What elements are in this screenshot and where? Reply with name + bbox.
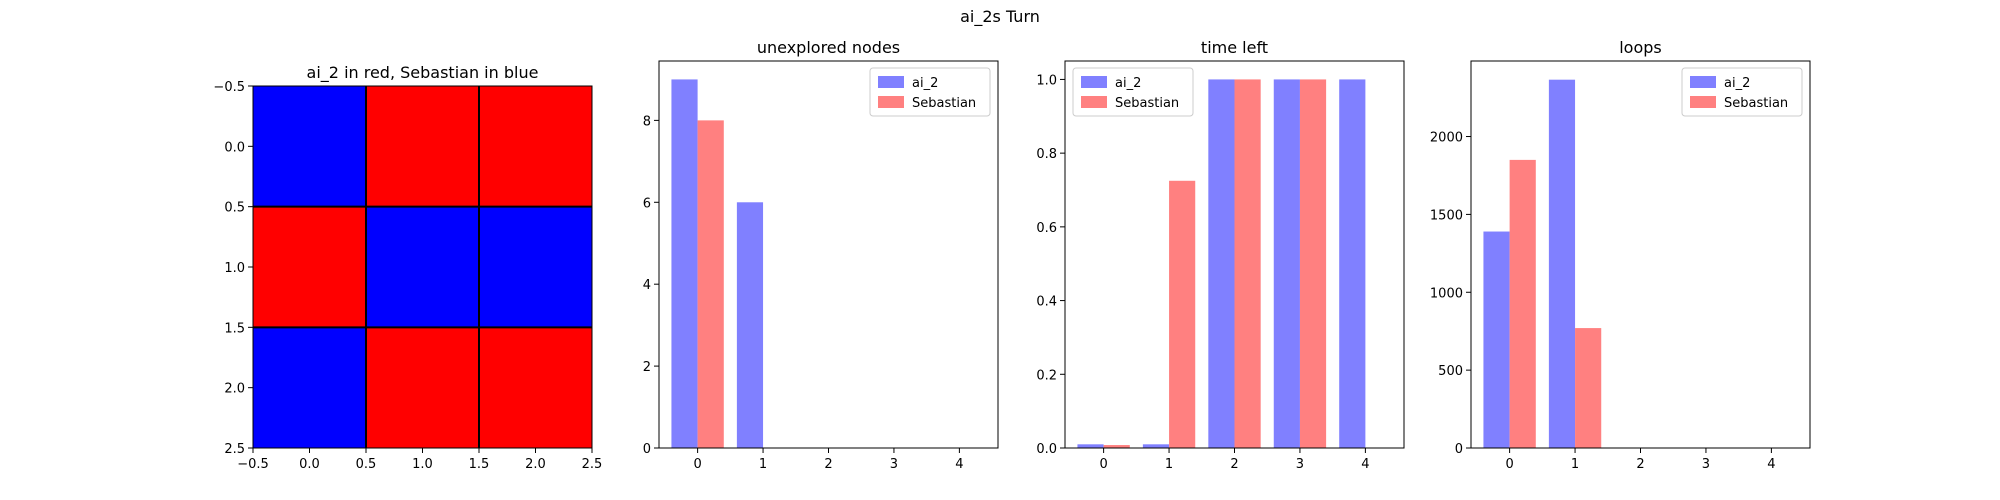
y-tick-label: 4	[643, 278, 651, 293]
legend-swatch-ai-2	[1690, 76, 1716, 88]
heatmap-title: ai_2 in red, Sebastian in blue	[307, 63, 539, 83]
bar-ai-2-3	[1273, 79, 1300, 448]
legend-label-ai-2: ai_2	[912, 76, 938, 91]
y-tick-label: 0.2	[1036, 368, 1057, 383]
heatmap-xtick-label: 2.5	[582, 457, 603, 472]
bar-ai-2-0	[671, 79, 698, 448]
heatmap-cell-r0-c1	[366, 86, 479, 207]
heatmap-ytick-label: 0.5	[224, 201, 245, 216]
bar-sebastian-3	[1299, 79, 1327, 448]
bar-sebastian-1	[1169, 180, 1196, 449]
x-tick-label: 1	[759, 457, 767, 472]
y-tick-label: 1.0	[1036, 73, 1057, 88]
heatmap-cell-r0-c0	[253, 86, 366, 207]
y-tick-label: 0	[643, 442, 651, 457]
y-tick-label: 0	[1455, 442, 1463, 457]
y-tick-label: 1500	[1430, 208, 1463, 223]
x-tick-label: 3	[1702, 457, 1710, 472]
legend-label-sebastian: Sebastian	[1724, 96, 1788, 111]
x-tick-label: 0	[1505, 457, 1513, 472]
bar-ai-2-4	[1339, 79, 1366, 448]
legend-swatch-sebastian	[1690, 96, 1716, 108]
heatmap-ytick-label: 2.5	[224, 442, 245, 457]
bar-sebastian-1	[1575, 328, 1602, 448]
heatmap-xtick-label: 1.5	[469, 457, 490, 472]
legend-label-sebastian: Sebastian	[912, 96, 976, 111]
heatmap-xtick-label: −0.5	[237, 457, 269, 472]
bar-sebastian-0	[1103, 445, 1130, 448]
x-tick-label: 0	[693, 457, 701, 472]
bar-sebastian-0	[697, 120, 724, 448]
heatmap-ytick-label: 0.0	[224, 140, 245, 155]
y-tick-label: 500	[1438, 364, 1463, 379]
legend-label-ai-2: ai_2	[1724, 76, 1750, 91]
heatmap-cell-r1-c1	[366, 206, 479, 328]
bar-ai-2-1	[736, 202, 764, 448]
legend-swatch-ai-2	[1081, 76, 1107, 88]
heatmap-cell-r2-c0	[253, 327, 366, 448]
heatmap-xtick-label: 1.0	[412, 457, 433, 472]
legend-swatch-sebastian	[878, 96, 904, 108]
bar-sebastian-0	[1509, 159, 1536, 448]
heatmap-xtick-label: 2.0	[525, 457, 546, 472]
bar-ai-2-2	[1208, 79, 1235, 448]
y-tick-label: 6	[643, 196, 651, 211]
x-tick-label: 3	[1296, 457, 1304, 472]
heatmap-xtick-label: 0.0	[299, 457, 320, 472]
legend-swatch-ai-2	[878, 76, 904, 88]
heatmap-cell-r1-c2	[479, 206, 592, 328]
heatmap-ytick-label: 1.5	[224, 321, 245, 336]
heatmap-ytick-label: 1.0	[224, 261, 245, 276]
x-tick-label: 4	[955, 457, 963, 472]
heatmap-cell-r0-c2	[479, 86, 592, 207]
heatmap-cell-r2-c1	[366, 327, 479, 448]
heatmap-xtick-label: 0.5	[356, 457, 377, 472]
legend-label-ai-2: ai_2	[1115, 76, 1141, 91]
y-tick-label: 8	[643, 114, 651, 129]
legend-swatch-sebastian	[1081, 96, 1107, 108]
x-tick-label: 2	[1230, 457, 1238, 472]
bar-ai-2-0	[1077, 444, 1104, 448]
axes-title: loops	[1619, 38, 1662, 57]
bar-ai-2-1	[1548, 79, 1576, 449]
x-tick-label: 4	[1361, 457, 1369, 472]
figure-suptitle: ai_2s Turn	[960, 7, 1040, 27]
x-tick-label: 2	[824, 457, 832, 472]
y-tick-label: 0.6	[1036, 221, 1057, 236]
y-tick-label: 0.8	[1036, 147, 1057, 162]
y-tick-label: 2	[643, 360, 651, 375]
y-tick-label: 1000	[1430, 286, 1463, 301]
x-tick-label: 3	[890, 457, 898, 472]
y-tick-label: 0.4	[1036, 295, 1057, 310]
x-tick-label: 1	[1165, 457, 1173, 472]
heatmap-ytick-label: −0.5	[213, 80, 245, 95]
y-tick-label: 2000	[1430, 131, 1463, 146]
heatmap-cell-r1-c0	[253, 206, 366, 328]
axes-title: time left	[1201, 38, 1268, 57]
x-tick-label: 0	[1099, 457, 1107, 472]
x-tick-label: 1	[1571, 457, 1579, 472]
heatmap-ytick-label: 2.0	[224, 382, 245, 397]
axes-title: unexplored nodes	[757, 38, 900, 57]
heatmap-cell-r2-c2	[479, 327, 592, 448]
x-tick-label: 2	[1636, 457, 1644, 472]
bar-sebastian-2	[1234, 79, 1261, 448]
legend-label-sebastian: Sebastian	[1115, 96, 1179, 111]
y-tick-label: 0.0	[1036, 442, 1057, 457]
bar-ai-2-1	[1142, 444, 1170, 448]
x-tick-label: 4	[1767, 457, 1775, 472]
bar-ai-2-0	[1483, 231, 1510, 448]
